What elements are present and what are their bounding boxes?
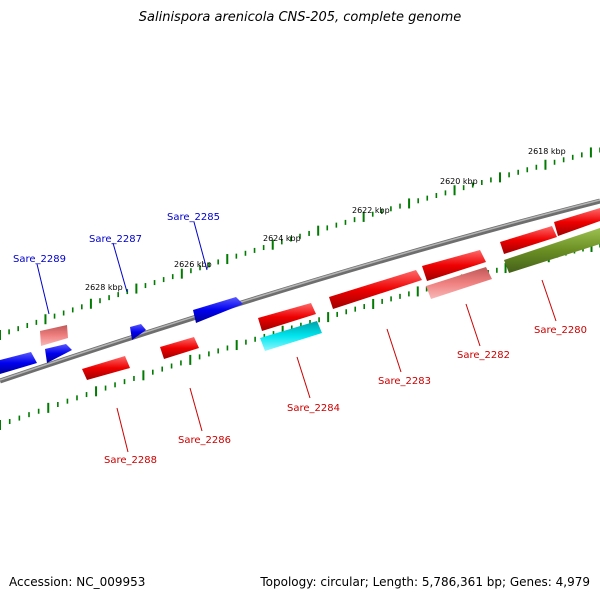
leader-sare-2283 xyxy=(386,328,402,373)
genome-backbone-highlight xyxy=(0,199,600,381)
leader-sare-2282 xyxy=(465,303,481,347)
leader-sare-2289 xyxy=(36,263,50,315)
scale-label-2624: 2624 kbp xyxy=(263,234,301,243)
genome-summary-text: Topology: circular; Length: 5,786,361 bp… xyxy=(260,575,590,589)
gene-arrow-left-a[interactable] xyxy=(45,344,72,363)
gene-arrow-sare-2285[interactable] xyxy=(193,297,243,323)
gene-arrow-sare-2289[interactable] xyxy=(40,325,68,346)
leader-sare-2286 xyxy=(189,387,203,432)
gene-arrow-red-4[interactable] xyxy=(500,226,557,254)
accession-text: Accession: NC_009953 xyxy=(9,575,146,589)
gene-label-sare-2282[interactable]: Sare_2282 xyxy=(457,350,510,361)
leader-sare-2288 xyxy=(116,407,129,453)
gene-label-sare-2280[interactable]: Sare_2280 xyxy=(534,325,587,336)
gene-arrow-red-5[interactable] xyxy=(554,208,600,236)
gene-label-sare-2289[interactable]: Sare_2289 xyxy=(13,254,66,265)
gene-label-sare-2284[interactable]: Sare_2284 xyxy=(287,403,340,414)
scale-label-2622: 2622 kbp xyxy=(352,206,390,215)
scale-label-2620: 2620 kbp xyxy=(440,177,478,186)
gene-arrow-sare-2284[interactable] xyxy=(260,321,322,351)
scale-label-2626: 2626 kbp xyxy=(174,260,212,269)
gene-arrow-red-2[interactable] xyxy=(329,270,422,309)
gene-arrow-sare-2282[interactable] xyxy=(426,267,492,299)
gene-arrow-sare-2288[interactable] xyxy=(82,356,130,380)
genome-backbone xyxy=(0,198,600,384)
gene-arrow-red-1[interactable] xyxy=(258,303,316,331)
gene-arrow-sare-2280[interactable] xyxy=(504,228,600,273)
gene-arrow-sare-2286[interactable] xyxy=(160,337,199,359)
gene-label-sare-2283[interactable]: Sare_2283 xyxy=(378,376,431,387)
gene-arrow-left-b[interactable] xyxy=(0,352,37,374)
outer-tick-track xyxy=(0,147,600,340)
scale-label-2618: 2618 kbp xyxy=(528,147,566,156)
leader-sare-2284 xyxy=(296,356,311,399)
gene-label-sare-2287[interactable]: Sare_2287 xyxy=(89,234,142,245)
gene-label-sare-2288[interactable]: Sare_2288 xyxy=(104,455,157,466)
scale-label-2628: 2628 kbp xyxy=(85,283,123,292)
leader-sare-2285 xyxy=(193,221,208,271)
leader-sare-2280 xyxy=(541,279,557,322)
leader-sare-2287 xyxy=(112,242,128,293)
gene-label-sare-2285[interactable]: Sare_2285 xyxy=(167,212,220,223)
gene-label-sare-2286[interactable]: Sare_2286 xyxy=(178,435,231,446)
gene-arrow-red-3[interactable] xyxy=(422,250,486,281)
map-title: Salinispora arenicola CNS-205, complete … xyxy=(138,10,462,25)
gene-arrow-sare-2287[interactable] xyxy=(130,324,146,340)
